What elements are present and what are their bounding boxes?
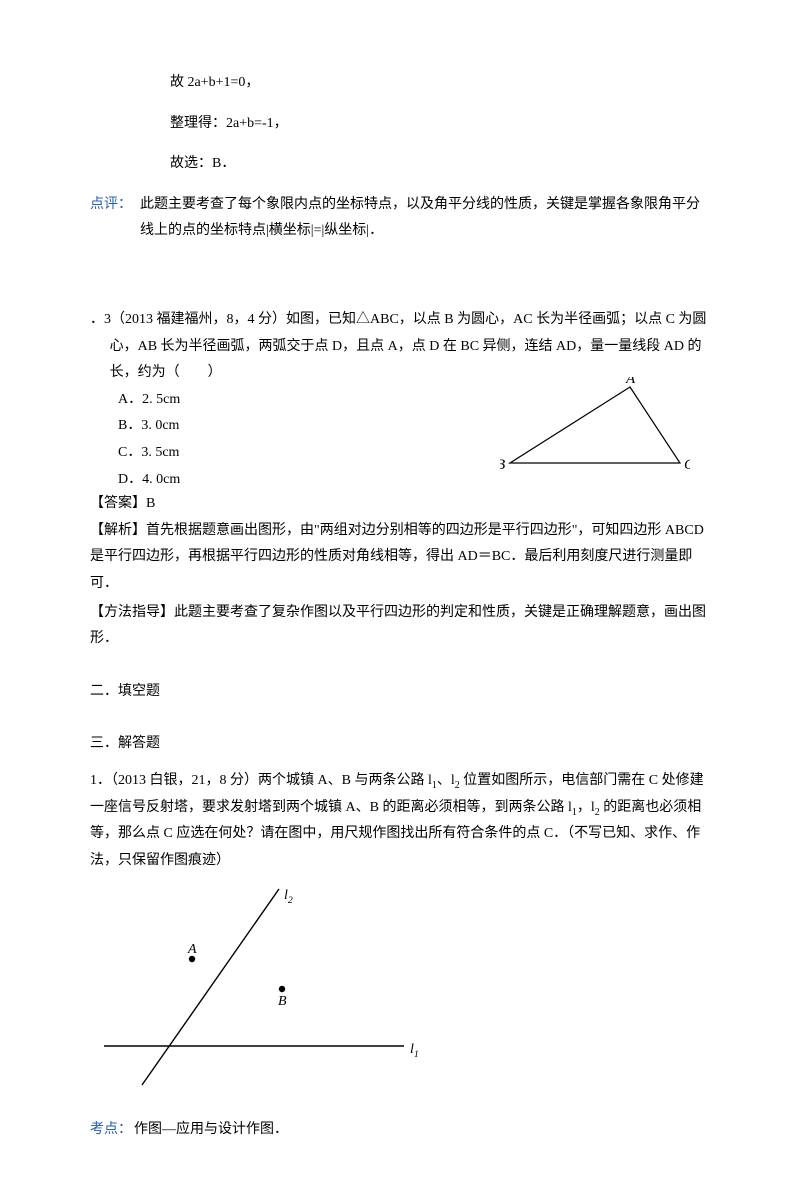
q1-part-b: 、l <box>437 773 455 788</box>
svg-text:B: B <box>278 994 287 1009</box>
dianping-text: 此题主要考查了每个象限内点的坐标特点，以及角平分线的性质，关键是掌握各象限角平分… <box>140 192 710 245</box>
roads-svg: A B l1 l2 <box>84 881 444 1091</box>
svg-text:A: A <box>187 942 197 957</box>
kaodian-label: 考点： <box>90 1117 132 1144</box>
svg-text:l2: l2 <box>284 888 293 906</box>
dianping-label: 点评： <box>90 192 132 219</box>
q1-part-a: 1．（2013 白银，21，8 分）两个城镇 A、B 与两条公路 l <box>90 773 432 788</box>
q1-part-d: ，l <box>577 800 595 815</box>
section-3-title: 三．解答题 <box>90 731 710 758</box>
q3-jiexi: 【解析】首先根据题意画出图形，由"两组对边分别相等的四边形是平行四边形"，可知四… <box>90 518 710 598</box>
svg-text:l1: l1 <box>410 1042 419 1060</box>
triangle-svg: A B C <box>500 377 690 477</box>
dianping-row: 点评： 此题主要考查了每个象限内点的坐标特点，以及角平分线的性质，关键是掌握各象… <box>90 192 710 245</box>
svg-text:C: C <box>684 457 690 473</box>
line-2: 整理得：2a+b=-1， <box>170 111 710 138</box>
page: 故 2a+b+1=0， 整理得：2a+b=-1， 故选：B． 点评： 此题主要考… <box>0 0 800 1184</box>
question-3: ．3（2013 福建福州，8，4 分）如图，已知△ABC，以点 B 为圆心，AC… <box>90 307 710 493</box>
roads-figure: A B l1 l2 <box>84 881 710 1102</box>
triangle-figure: A B C <box>500 377 690 477</box>
method-text: 此题主要考查了复杂作图以及平行四边形的判定和性质，关键是正确理解题意，画出图形． <box>90 605 706 647</box>
svg-text:B: B <box>500 457 505 473</box>
kaodian-text: 作图—应用与设计作图． <box>134 1117 288 1144</box>
jiexi-label: 【解析】 <box>90 523 146 538</box>
q3-method: 【方法指导】此题主要考查了复杂作图以及平行四边形的判定和性质，关键是正确理解题意… <box>90 600 710 653</box>
svg-text:A: A <box>625 377 636 387</box>
solution-top: 故 2a+b+1=0， 整理得：2a+b=-1， 故选：B． <box>90 70 710 178</box>
section-2-title: 二．填空题 <box>90 679 710 706</box>
answer-value: B <box>146 496 155 511</box>
line-1: 故 2a+b+1=0， <box>170 70 710 97</box>
answer-label: 【答案】 <box>90 496 146 511</box>
question-1: 1．（2013 白银，21，8 分）两个城镇 A、B 与两条公路 l1、l2 位… <box>90 768 710 875</box>
jiexi-text: 首先根据题意画出图形，由"两组对边分别相等的四边形是平行四边形"，可知四边形 A… <box>90 523 704 591</box>
line-3: 故选：B． <box>170 151 710 178</box>
q3-head: ．3（2013 福建福州，8，4 分）如图，已知△ABC，以点 B 为圆心，AC… <box>90 307 710 387</box>
kaodian-row: 考点： 作图—应用与设计作图． <box>90 1117 710 1144</box>
method-label: 【方法指导】 <box>90 605 174 620</box>
q3-answer: 【答案】B <box>90 491 710 518</box>
